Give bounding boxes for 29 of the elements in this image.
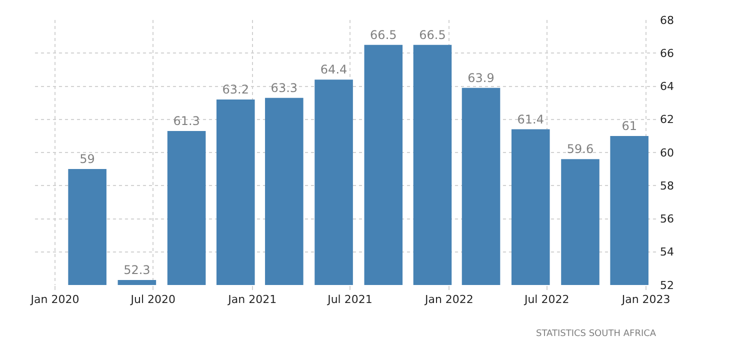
x-tick-label: Jan 2020 <box>30 293 80 306</box>
data-label: 59.6 <box>566 142 594 156</box>
y-tick-label: 52 <box>660 278 674 292</box>
y-tick-label: 68 <box>660 14 674 27</box>
data-label: 61 <box>622 118 637 133</box>
x-tick-label: Jul 2022 <box>523 293 570 306</box>
y-tick-label: 62 <box>660 113 674 126</box>
y-tick-label: 60 <box>660 146 674 160</box>
x-tick-label: Jan 2023 <box>620 293 670 306</box>
x-tick-label: Jul 2020 <box>130 293 176 306</box>
data-label: 61.4 <box>517 112 544 126</box>
data-label: 63.9 <box>468 70 494 85</box>
x-tick-label: Jul 2021 <box>326 293 372 306</box>
data-label: 63.2 <box>222 82 249 96</box>
data-label: 59 <box>80 152 95 166</box>
x-tick-label: Jan 2021 <box>227 293 277 306</box>
x-tick-label: Jan 2022 <box>424 293 474 306</box>
y-tick-label: 66 <box>660 46 674 60</box>
y-tick-label: 56 <box>660 212 674 226</box>
data-label: 64.4 <box>320 62 348 77</box>
data-label: 52.3 <box>124 263 150 278</box>
data-label: 66.5 <box>370 28 397 42</box>
text: STATISTICS SOUTH AFRICA <box>536 329 657 339</box>
y-tick-label: 54 <box>660 246 674 259</box>
y-tick-label: 58 <box>660 179 674 192</box>
data-label: 66.5 <box>419 28 446 42</box>
data-label: 63.3 <box>270 80 298 95</box>
data-label: 61.3 <box>173 114 200 128</box>
y-tick-label: 64 <box>660 80 674 94</box>
